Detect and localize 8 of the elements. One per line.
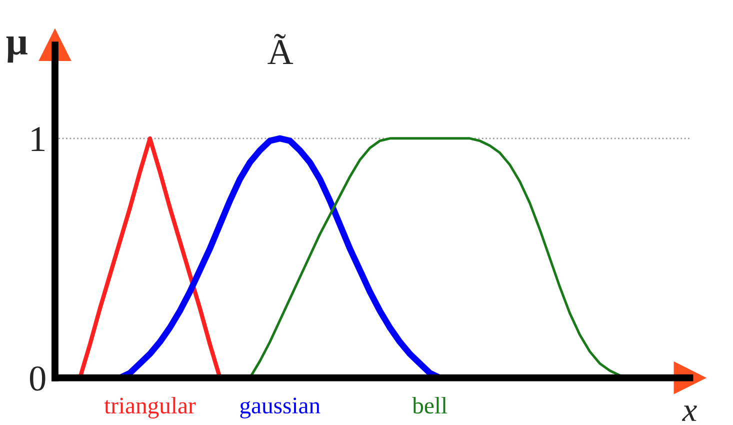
text: gaussian <box>240 398 320 418</box>
series-label: triangular <box>104 396 196 418</box>
annotation: Ã <box>268 34 294 64</box>
text: bell <box>412 396 448 414</box>
y-tick-label: 1 <box>32 127 44 151</box>
x-axis-title: x <box>682 406 697 421</box>
y-tick-label: 0 <box>30 366 46 391</box>
y-axis-title: μ <box>6 36 28 63</box>
